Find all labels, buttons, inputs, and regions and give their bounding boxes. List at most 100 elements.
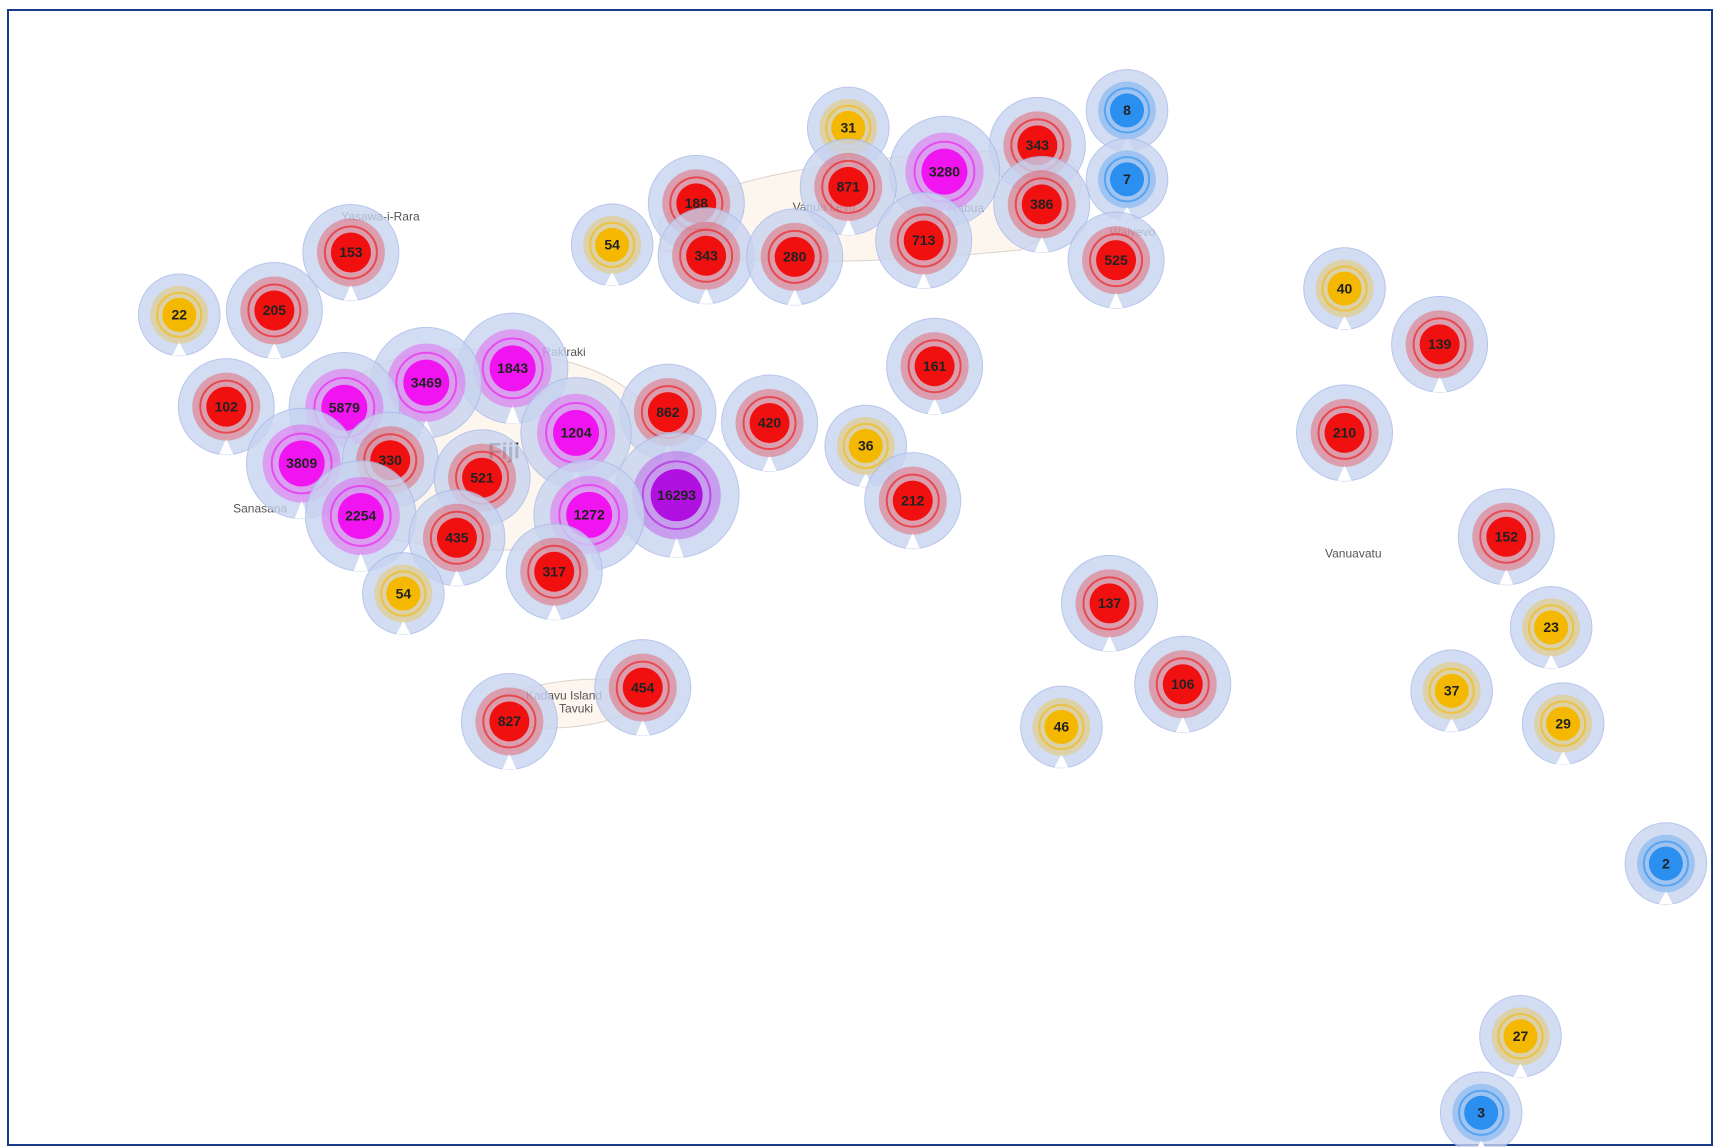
- cluster-marker[interactable]: 1204: [520, 377, 632, 489]
- cluster-marker[interactable]: 210: [1296, 384, 1394, 482]
- marker-pointer: [505, 405, 520, 424]
- cluster-count: 5879: [329, 399, 360, 415]
- cluster-ring: [679, 228, 734, 283]
- cluster-dot: [1534, 610, 1569, 645]
- marker-pointer: [396, 620, 411, 635]
- cluster-dot: [686, 235, 727, 276]
- cluster-ring: [1497, 1013, 1544, 1060]
- cluster-marker[interactable]: 7: [1085, 137, 1169, 221]
- cluster-count: 212: [901, 492, 925, 508]
- cluster-ring: [1528, 604, 1575, 651]
- marker-pointer: [219, 438, 234, 455]
- cluster-marker[interactable]: 22: [137, 273, 221, 357]
- cluster-marker[interactable]: 8: [1085, 69, 1169, 152]
- cluster-ring: [1540, 700, 1587, 747]
- marker-pointer: [1337, 464, 1352, 481]
- cluster-marker[interactable]: 152: [1457, 488, 1555, 586]
- cluster-marker[interactable]: 161: [886, 317, 984, 415]
- cluster-marker[interactable]: 205: [225, 261, 323, 359]
- cluster-dot: [403, 359, 450, 406]
- cluster-marker[interactable]: 454: [594, 639, 692, 737]
- cluster-marker[interactable]: 3: [1439, 1071, 1523, 1147]
- cluster-ring: [1458, 1089, 1505, 1136]
- cluster-dot: [553, 409, 600, 456]
- cluster-marker[interactable]: 16293: [613, 432, 740, 559]
- cluster-count: 40: [1337, 280, 1353, 296]
- cluster-dot: [566, 491, 613, 538]
- cluster-count: 36: [858, 438, 874, 454]
- cluster-marker[interactable]: 713: [875, 191, 973, 289]
- cluster-dot: [489, 345, 536, 392]
- cluster-ring: [1479, 509, 1534, 564]
- cluster-ring: [742, 396, 797, 451]
- cluster-ring: [199, 379, 254, 434]
- cluster-marker[interactable]: 54: [362, 552, 445, 635]
- cluster-marker[interactable]: 871: [799, 138, 897, 236]
- cluster-count: 8: [1123, 102, 1131, 118]
- cluster-dot: [254, 290, 295, 331]
- cluster-marker[interactable]: 2: [1624, 822, 1708, 905]
- marker-pointer: [762, 455, 777, 472]
- cluster-marker[interactable]: 23: [1509, 586, 1593, 669]
- cluster-dot: [1464, 1095, 1499, 1130]
- cluster-ring: [1103, 156, 1151, 203]
- cluster-marker[interactable]: 106: [1134, 635, 1232, 733]
- place-label: Tavuki: [559, 702, 593, 716]
- cluster-dot: [831, 110, 866, 145]
- cluster-marker[interactable]: 139: [1391, 295, 1489, 393]
- cluster-marker[interactable]: 37: [1410, 649, 1493, 733]
- cluster-marker[interactable]: 435: [408, 489, 506, 587]
- cluster-marker[interactable]: 54: [570, 203, 654, 287]
- cluster-ring: [589, 221, 636, 268]
- cluster-count: 153: [339, 244, 363, 260]
- cluster-count: 16293: [657, 487, 696, 503]
- marker-pointer: [1054, 754, 1069, 768]
- cluster-marker[interactable]: 102: [177, 358, 275, 456]
- marker-pointer: [905, 532, 920, 549]
- cluster-dot: [892, 480, 933, 521]
- cluster-marker[interactable]: 27: [1479, 994, 1562, 1078]
- marker-pointer: [927, 398, 942, 415]
- cluster-count: 2: [1662, 855, 1670, 871]
- cluster-ring: [380, 570, 427, 617]
- cluster-dot: [903, 220, 944, 261]
- cluster-marker[interactable]: 280: [746, 208, 844, 306]
- cluster-marker[interactable]: 525: [1067, 211, 1165, 309]
- cluster-count: 343: [1026, 137, 1050, 153]
- cluster-count: 7: [1123, 171, 1131, 187]
- cluster-dot: [436, 517, 477, 558]
- cluster-marker[interactable]: 153: [302, 204, 400, 302]
- cluster-dot: [647, 392, 688, 433]
- cluster-ring: [1428, 667, 1475, 714]
- cluster-dot: [1096, 240, 1137, 281]
- cluster-marker[interactable]: 420: [721, 374, 819, 472]
- cluster-count: 435: [445, 530, 469, 546]
- marker-pointer: [1034, 236, 1049, 253]
- cluster-count: 3: [1477, 1104, 1485, 1120]
- marker-pointer: [635, 719, 650, 736]
- cluster-dot: [337, 492, 384, 539]
- cluster-marker[interactable]: 827: [460, 672, 558, 770]
- cluster-ring: [896, 213, 951, 268]
- cluster-count: 37: [1444, 683, 1460, 699]
- cluster-marker[interactable]: 317: [505, 523, 603, 621]
- cluster-marker[interactable]: 2254: [305, 460, 417, 572]
- cluster-dot: [921, 148, 968, 195]
- marker-pointer: [343, 284, 358, 301]
- cluster-marker[interactable]: 212: [864, 452, 962, 550]
- cluster-ring: [323, 225, 378, 280]
- cluster-marker[interactable]: 46: [1020, 685, 1103, 769]
- cluster-ring: [641, 460, 712, 530]
- cluster-marker[interactable]: 386: [993, 155, 1091, 253]
- cluster-dot: [462, 457, 503, 498]
- cluster-dot: [622, 667, 663, 708]
- cluster-marker[interactable]: 137: [1061, 554, 1159, 652]
- marker-pointer: [1556, 750, 1571, 765]
- marker-pointer: [353, 552, 368, 572]
- cluster-marker[interactable]: 40: [1303, 247, 1386, 330]
- cluster-marker[interactable]: 29: [1521, 682, 1605, 765]
- cluster-marker[interactable]: 343: [657, 207, 755, 305]
- cluster-dot: [1434, 673, 1469, 708]
